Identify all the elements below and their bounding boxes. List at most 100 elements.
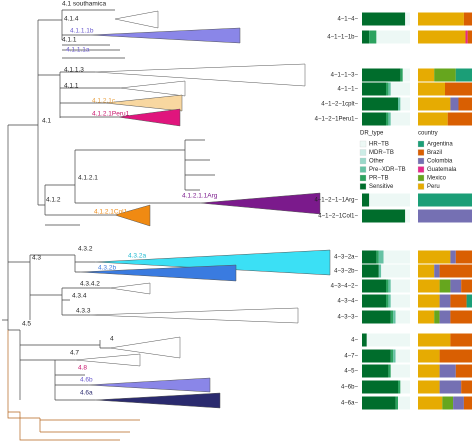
- clade-label: 4.8: [78, 365, 87, 372]
- bar-segment: [418, 349, 440, 363]
- bar-segment: [393, 349, 396, 363]
- bar-segment: [376, 250, 379, 264]
- legend-label: Peru: [427, 184, 440, 190]
- legend-label: Brazil: [427, 150, 442, 156]
- bar-segment: [418, 364, 440, 378]
- clade-label: 4.3.2b: [98, 265, 116, 272]
- bar-segment: [450, 333, 472, 347]
- row-label: 4−6a−: [341, 401, 359, 407]
- bar-segment: [395, 349, 410, 363]
- bar-segment: [418, 12, 464, 26]
- bar-segment: [386, 279, 389, 293]
- legend-swatch: [359, 183, 367, 190]
- bar-segment: [390, 82, 410, 96]
- legend-label: Mexico: [427, 176, 447, 182]
- clade-triangle: [199, 192, 321, 215]
- clade-label: 4.1: [42, 118, 51, 125]
- legend-swatch: [417, 174, 425, 182]
- clade-triangle: [94, 392, 221, 409]
- legend-swatch: [417, 149, 425, 156]
- clade-label: 4.1.2.1Col1: [94, 209, 128, 216]
- clade-triangle: [104, 94, 183, 112]
- bar-segment: [362, 30, 370, 44]
- bar-segment: [442, 396, 454, 410]
- bar-segment: [439, 364, 456, 378]
- clade-label: 4.1 southamica: [62, 1, 106, 8]
- clade-label: 4.1.2.1c: [92, 98, 116, 105]
- bar-segment: [381, 264, 410, 278]
- bar-segment: [434, 264, 440, 278]
- bar-segment: [400, 97, 410, 111]
- clade-triangle: [117, 108, 181, 127]
- bar-segment: [386, 294, 389, 308]
- bar-segment: [383, 250, 410, 264]
- bar-segment: [390, 279, 410, 293]
- legend-swatch: [417, 157, 425, 165]
- bar-segment: [378, 264, 382, 278]
- legend-swatch: [417, 183, 425, 190]
- bar-segment: [418, 380, 440, 394]
- bar-segment: [388, 112, 391, 126]
- legend-title: DR_type: [360, 131, 384, 137]
- clade-label: 4.1.1: [64, 83, 79, 90]
- outgroup-branches: [7, 330, 140, 441]
- legend-label: MDR−TB: [369, 150, 394, 156]
- bar-segment: [386, 82, 389, 96]
- clade-label: 4.1.1.1b: [70, 28, 94, 35]
- bar-segment: [463, 396, 472, 410]
- clade-triangle: [94, 63, 306, 87]
- bar-segment: [455, 364, 472, 378]
- bar-segment: [362, 396, 396, 410]
- bar-segment: [439, 380, 462, 394]
- bar-segment: [393, 310, 396, 324]
- clade-triangle: [87, 377, 211, 393]
- bar-segment: [362, 82, 386, 96]
- clade-triangle: [79, 264, 237, 282]
- bar-segment: [398, 97, 401, 111]
- bar-segment: [455, 68, 472, 82]
- bar-segment: [362, 250, 377, 264]
- bar-segment: [466, 294, 472, 308]
- clade-label: 4.1.2.1Peru1: [92, 111, 130, 118]
- bar-segment: [362, 12, 406, 26]
- bar-segment: [418, 396, 443, 410]
- bar-segment: [418, 333, 451, 347]
- bar-segment: [447, 112, 472, 126]
- bar-segment: [362, 380, 398, 394]
- clade-label: 4.1.1: [62, 37, 77, 44]
- bar-segment: [390, 294, 410, 308]
- clade-label: 4.1.2: [46, 197, 61, 204]
- legend-swatch: [359, 166, 367, 173]
- row-label: 4−1−2−1cplt−: [321, 102, 358, 108]
- bar-segment: [465, 30, 468, 44]
- bar-segment: [418, 264, 435, 278]
- bar-segment: [467, 30, 472, 44]
- clade-label: 4: [110, 336, 114, 343]
- row-label: 4−1−2−1Peru1−: [315, 117, 359, 123]
- row-label: 4−1−4−: [337, 17, 358, 23]
- bar-segment: [461, 380, 472, 394]
- clade-label: 4.1.2.1.1Arg: [182, 193, 218, 200]
- bar-segment: [418, 294, 440, 308]
- bar-segment: [402, 68, 410, 82]
- bar-segment: [461, 279, 472, 293]
- clade-label: 4.1.1.3: [64, 67, 84, 74]
- row-label: 4−1−1−3−: [331, 73, 359, 79]
- bar-segment: [418, 82, 445, 96]
- bar-segment: [439, 279, 451, 293]
- bar-segment: [362, 279, 386, 293]
- bar-segment: [388, 364, 391, 378]
- legend-label: Pre−XDR−TB: [369, 167, 406, 173]
- clade-triangle: [109, 282, 151, 295]
- bar-segment: [418, 30, 466, 44]
- bar-segment: [362, 364, 389, 378]
- bar-segment: [390, 112, 410, 126]
- bar-segment: [388, 279, 391, 293]
- clade-label: 4.3.4.2: [80, 281, 100, 288]
- bar-segment: [362, 294, 386, 308]
- bar-segment: [458, 97, 472, 111]
- bar-segment: [390, 310, 394, 324]
- bar-panels: 4−1−4− 4−1−1−1b− 4−1−1−3− 4−1−1− 4−1−2−1cplt…: [314, 12, 472, 410]
- legend-label: Sensitive: [369, 184, 394, 190]
- bar-segment: [450, 279, 462, 293]
